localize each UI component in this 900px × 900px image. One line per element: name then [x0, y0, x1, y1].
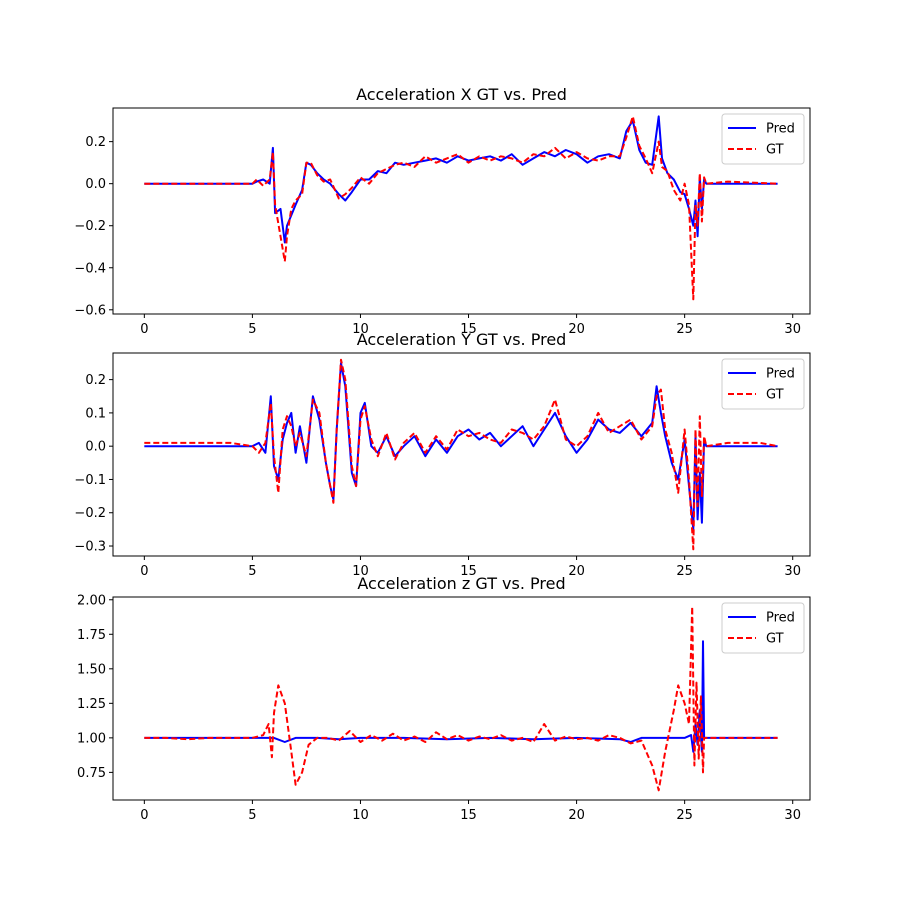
- series-line-pred: [144, 115, 778, 244]
- subplot-2: Acceleration Y GT vs. Pred 0 5 10 15 20 25 30 −0…: [74, 330, 811, 579]
- x-tick-label: 10: [352, 808, 369, 823]
- x-tick-label: 5: [248, 808, 256, 823]
- y-tick-label: −0.4: [74, 261, 106, 276]
- y-tick-label: 0.2: [85, 135, 106, 150]
- legend-label-gt: GT: [766, 143, 784, 158]
- x-tick-label: 10: [352, 564, 369, 579]
- x-tick-label: 20: [568, 322, 585, 337]
- legend-box: [721, 602, 805, 654]
- subplot-title: Acceleration z GT vs. Pred: [357, 574, 565, 593]
- y-tick-label: −0.3: [74, 540, 106, 555]
- x-tick-label: 20: [568, 564, 585, 579]
- legend-box: [721, 113, 805, 165]
- x-tick-label: 25: [676, 322, 693, 337]
- axes-frame: [112, 107, 811, 315]
- legend-label-pred: Pred: [766, 122, 795, 137]
- x-tick-label: 15: [460, 564, 477, 579]
- x-tick-label: 5: [248, 322, 256, 337]
- subplot-1: Acceleration X GT vs. Pred 0 5 10 15 20 25 30 −0…: [74, 85, 811, 337]
- x-tick-label: 0: [140, 564, 148, 579]
- x-tick-label: 30: [784, 808, 801, 823]
- y-tick-label: 1.00: [77, 731, 106, 746]
- y-tick-label: −0.2: [74, 219, 106, 234]
- y-tick-label: 0.2: [85, 373, 106, 388]
- y-tick-label: 2.00: [77, 593, 106, 608]
- legend-label-gt: GT: [766, 388, 784, 403]
- y-tick-label: 1.75: [77, 628, 106, 643]
- y-tick-label: 0.0: [85, 177, 106, 192]
- x-tick-label: 5: [248, 564, 256, 579]
- series-line-gt: [144, 115, 778, 301]
- x-tick-label: 0: [140, 808, 148, 823]
- series-line-gt: [144, 605, 778, 792]
- x-tick-label: 30: [784, 322, 801, 337]
- x-tick-label: 20: [568, 808, 585, 823]
- legend-label-pred: Pred: [766, 367, 795, 382]
- subplot-title: Acceleration X GT vs. Pred: [356, 85, 567, 104]
- x-tick-label: 30: [784, 564, 801, 579]
- subplot-title: Acceleration Y GT vs. Pred: [357, 330, 567, 349]
- x-tick-label: 25: [676, 808, 693, 823]
- y-tick-label: 0.0: [85, 440, 106, 455]
- legend-box: [721, 358, 805, 410]
- x-tick-label: 15: [460, 322, 477, 337]
- axes-frame: [112, 352, 811, 557]
- y-tick-label: −0.2: [74, 506, 106, 521]
- y-tick-label: −0.1: [74, 473, 106, 488]
- x-tick-label: 15: [460, 808, 477, 823]
- legend-label-pred: Pred: [766, 611, 795, 626]
- y-tick-label: 1.50: [77, 662, 106, 677]
- y-tick-label: −0.6: [74, 303, 106, 318]
- axes-frame: [112, 596, 811, 801]
- x-tick-label: 0: [140, 322, 148, 337]
- y-tick-label: 0.75: [77, 766, 106, 781]
- legend-label-gt: GT: [766, 632, 784, 647]
- series-line-gt: [144, 358, 778, 551]
- x-tick-label: 10: [352, 322, 369, 337]
- y-tick-label: 1.25: [77, 697, 106, 712]
- x-tick-label: 25: [676, 564, 693, 579]
- subplot-3: Acceleration z GT vs. Pred 0 5 10 15 20 25 30 0.…: [77, 574, 811, 823]
- y-tick-label: 0.1: [85, 406, 106, 421]
